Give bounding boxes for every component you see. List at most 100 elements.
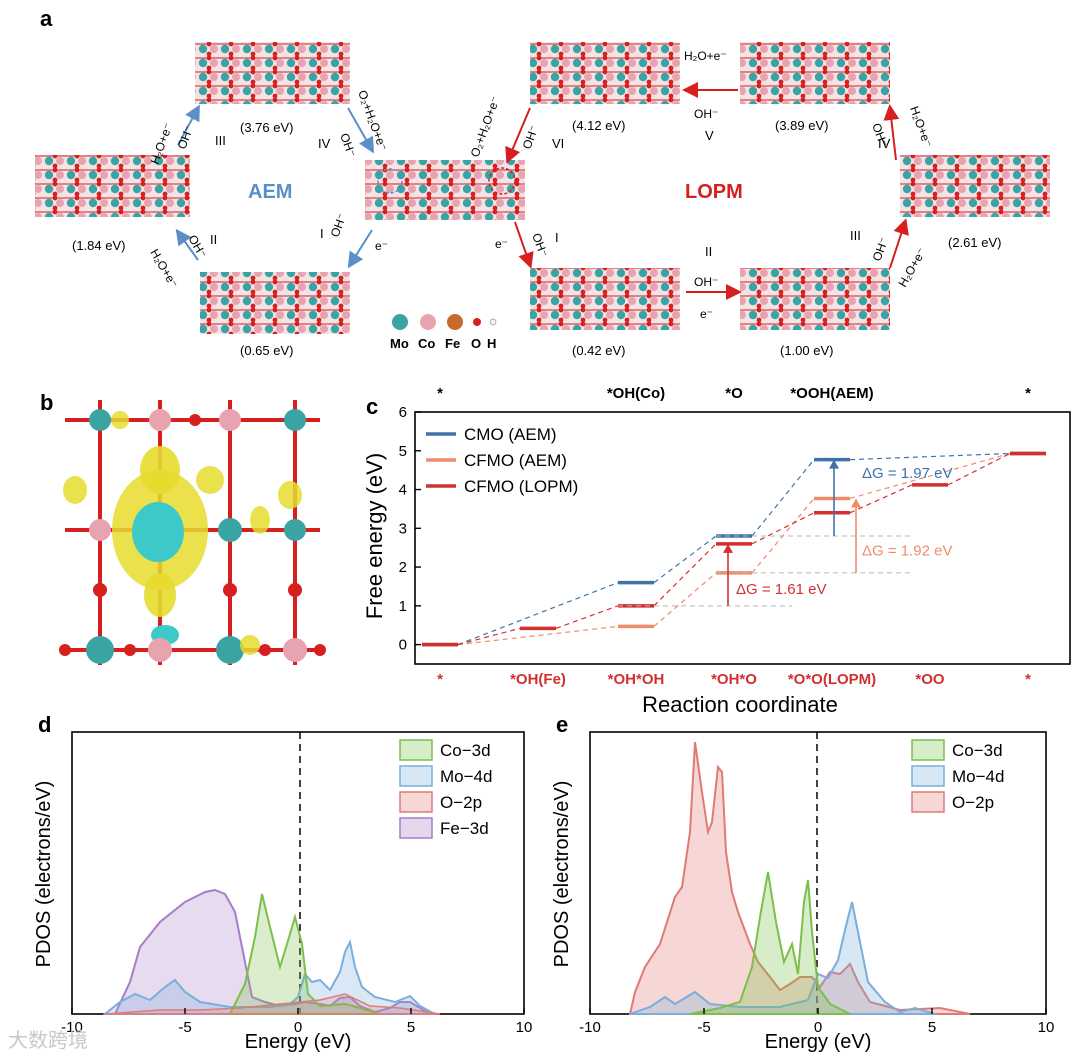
panel-c-free-energy-chart: 0 1 2 3 4 5 6 * *OH(Co) *O *OOH(AEM) * * *OH(Fe) *OH… xyxy=(362,385,1071,716)
connector-0-3 xyxy=(751,459,815,537)
step-I-aem: I xyxy=(320,226,324,241)
xtick-label: 0 xyxy=(294,1019,302,1036)
c-top-label: *OH(Co) xyxy=(607,385,665,402)
legend-mo: Mo xyxy=(390,336,409,351)
energy-aem-left: (1.84 eV) xyxy=(72,238,125,253)
step-IV-aem: IV xyxy=(318,136,331,151)
reagent-oh-aem-III: OH⁻ xyxy=(175,123,196,151)
co-3d-curve xyxy=(228,893,381,1015)
c-bottom-label: *O*O(LOPM) xyxy=(788,671,876,688)
reagent-oh-aem-I: OH⁻ xyxy=(328,211,349,239)
connector-2-6 xyxy=(947,452,1011,486)
reagent-h2o-V: H₂O+e⁻ xyxy=(684,49,727,63)
legend-label: Co−3d xyxy=(440,741,491,760)
xtick-label: -5 xyxy=(178,1019,191,1036)
step-V: V xyxy=(705,128,714,143)
legend-swatch xyxy=(399,739,433,761)
energy-aem-top: (3.76 eV) xyxy=(240,120,293,135)
legend-swatch xyxy=(911,791,945,813)
e-ylabel: PDOS (electrons/eV) xyxy=(551,781,573,968)
slab-aem-top xyxy=(195,42,350,104)
c-bottom-label: *OH(Fe) xyxy=(510,671,566,688)
guide-lines xyxy=(618,535,910,607)
e-xlabel: Energy (eV) xyxy=(765,1031,872,1053)
aem-arrows xyxy=(175,104,374,269)
delta-g-annotations: ΔG = 1.97 eV ΔG = 1.92 eV ΔG = 1.61 eV xyxy=(723,459,953,606)
d-xlabel: Energy (eV) xyxy=(245,1031,352,1053)
energy-lopm-right: (2.61 eV) xyxy=(948,235,1001,250)
reagent-oh-I-lopm: OH⁻ xyxy=(529,231,550,259)
legend-swatch xyxy=(399,765,433,787)
panel-label-d: d xyxy=(38,712,52,737)
connector-2-3 xyxy=(653,543,717,607)
energy-lopm-bottom-left: (0.42 eV) xyxy=(572,343,625,358)
legend-label: O−2p xyxy=(952,793,994,812)
atom-legend: Mo Co Fe O H xyxy=(390,314,496,351)
connector-0-2 xyxy=(653,535,717,584)
c-ytick-label: 1 xyxy=(399,598,407,615)
legend: CMO (AEM) CFMO (AEM) CFMO (LOPM) xyxy=(426,425,578,496)
c-ytick-label: 5 xyxy=(399,443,407,460)
mo-4d-curve xyxy=(102,938,436,1015)
top-labels: * *OH(Co) *O *OOH(AEM) * xyxy=(437,385,1031,402)
xtick-label: 5 xyxy=(928,1019,936,1036)
legend-d: Co−3d Mo−4d O−2p Fe−3d xyxy=(399,739,492,839)
c-ylabel: Free energy (eV) xyxy=(362,453,387,619)
panel-label-e: e xyxy=(556,712,569,737)
step-II-aem: II xyxy=(210,232,217,247)
legend-label: Mo−4d xyxy=(952,767,1004,786)
panel-label-b: b xyxy=(40,390,54,415)
legend-swatch xyxy=(911,765,945,787)
panel-e-pdos-chart: -10 -5 0 5 10 Co−3d Mo−4d O−2p Energy (eV) PDO… xyxy=(551,731,1055,1053)
connector-1-4 xyxy=(849,452,1011,500)
step-VI: VI xyxy=(552,136,564,151)
xtick-label: 10 xyxy=(1038,1019,1055,1036)
xtick-label: 10 xyxy=(516,1019,533,1036)
bottom-labels: * *OH(Fe) *OH*OH *OH*O *O*O(LOPM) *OO * xyxy=(437,671,1031,688)
slab-lopm-right xyxy=(900,155,1050,217)
legend-co: Co xyxy=(418,336,435,351)
reagent-o2-VI: O₂+H₂O+e⁻ xyxy=(468,94,503,159)
y-ticks: 0 1 2 3 4 5 6 xyxy=(399,404,421,654)
reagent-h2o-IV-lopm: H₂O+e⁻ xyxy=(907,104,935,149)
slab-lopm-top-right xyxy=(740,42,890,104)
c-top-label: *OOH(AEM) xyxy=(790,385,873,402)
slab-aem-bottom xyxy=(200,272,350,334)
legend-o: O xyxy=(471,336,481,351)
energy-lopm-bottom-right: (1.00 eV) xyxy=(780,343,833,358)
panel-a-reaction-scheme: AEM LOPM (1.84 eV) (3.76 eV) (0.65 eV) (… xyxy=(35,42,1050,358)
connector-2-1 xyxy=(457,627,521,646)
reagent-oh-III-lopm: OH⁻ xyxy=(870,235,891,263)
connector-0-4 xyxy=(849,452,1011,461)
xtick-label: 5 xyxy=(407,1019,415,1036)
connector-0-1 xyxy=(457,582,619,646)
c-ytick-label: 3 xyxy=(399,520,407,537)
slab-lopm-top-left xyxy=(530,42,680,104)
c-ytick-label: 2 xyxy=(399,559,407,576)
reagent-oh-IV-lopm: OH⁻ xyxy=(869,121,890,149)
dg-label-2: ΔG = 1.61 eV xyxy=(736,581,827,598)
legend-label: Mo−4d xyxy=(440,767,492,786)
reagent-h2o-aem-II: H₂O+e⁻ xyxy=(147,247,180,291)
dg-label-1: ΔG = 1.92 eV xyxy=(862,542,953,559)
aem-label: AEM xyxy=(248,181,292,203)
legend-swatch xyxy=(399,817,433,839)
reagent-oh-VI: OH⁻ xyxy=(520,123,541,151)
c-ytick-label: 0 xyxy=(399,637,407,654)
panel-b-charge-density xyxy=(55,390,330,675)
c-top-label: * xyxy=(1025,385,1031,402)
xtick-label: 0 xyxy=(814,1019,822,1036)
fe-3d-curve xyxy=(113,888,434,1015)
legend-label: Fe−3d xyxy=(440,819,489,838)
panel-label-a: a xyxy=(40,6,53,31)
slab-lopm-bottom-right xyxy=(740,268,890,330)
c-xlabel: Reaction coordinate xyxy=(642,692,838,716)
connector-2-5 xyxy=(849,484,913,514)
lopm-label: LOPM xyxy=(685,181,743,203)
step-III-lopm: III xyxy=(850,228,861,243)
reagent-h2o-III-lopm: H₂O+e⁻ xyxy=(895,246,928,290)
reagent-oh-II-lopm: OH⁻ xyxy=(694,275,718,289)
d-ylabel: PDOS (electrons/eV) xyxy=(33,781,55,968)
step-I-lopm: I xyxy=(555,230,559,245)
c-legend-label: CFMO (AEM) xyxy=(464,451,567,470)
